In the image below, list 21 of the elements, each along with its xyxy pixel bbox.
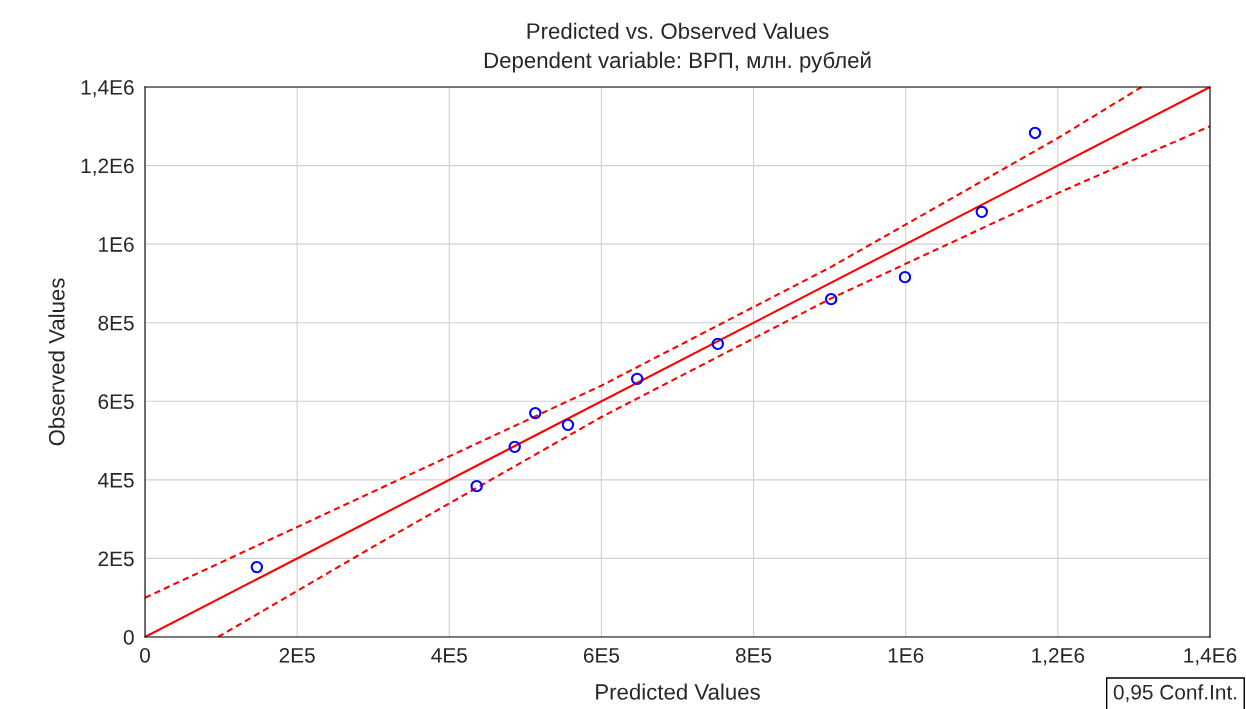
y-tick-label: 1,2E6: [81, 158, 134, 176]
y-axis-title: Observed Values: [48, 278, 65, 446]
y-tick-label: 8E5: [98, 315, 134, 331]
y-tick-label: 4E5: [97, 473, 134, 488]
y-tick-label: 1,4E6: [81, 80, 134, 98]
y-tick-label: 1E6: [99, 237, 134, 252]
y-tick-label: 6E5: [98, 394, 134, 410]
x-tick-label: 6E5: [583, 647, 620, 663]
x-axis-title: Predicted Values: [596, 683, 760, 700]
x-tick-label: 4E5: [431, 648, 467, 663]
chart-subtitle: Dependent variable: ВРП, млн. рублей: [484, 51, 871, 73]
x-tick-label: 8E5: [735, 647, 772, 663]
y-tick-label: 0: [123, 630, 134, 645]
x-tick-label: 0: [140, 647, 150, 663]
x-tick-label: 1,4E6: [1184, 647, 1237, 666]
x-tick-label: 2E5: [279, 647, 315, 663]
chart-title: Predicted vs. Observed Values: [527, 22, 829, 39]
x-tick-label: 1E6: [888, 647, 924, 663]
y-tick-label: 2E5: [98, 551, 134, 567]
text: 0,95 Conf.Int.: [1113, 684, 1237, 703]
x-tick-label: 1,2E6: [1032, 647, 1085, 666]
